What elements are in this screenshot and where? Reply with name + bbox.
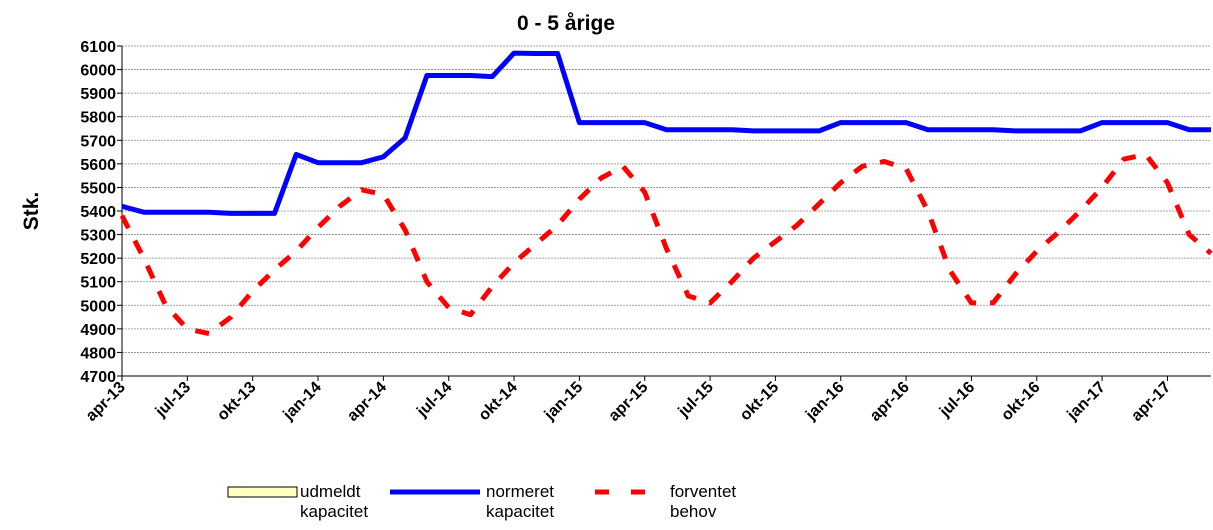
x-tick-label: apr-17: [1128, 379, 1174, 425]
legend-swatch: [227, 486, 298, 498]
chart-title: 0 - 5 årige: [517, 12, 615, 35]
y-tick-label: 5700: [80, 133, 116, 150]
y-tick-label: 4900: [80, 322, 116, 339]
legend-label: udmeldt kapacitet: [300, 482, 369, 521]
y-tick-label: 5400: [80, 204, 116, 221]
legend-label: normeret kapacitet: [486, 482, 555, 521]
x-tick-label: jan-16: [802, 379, 847, 424]
y-tick-label: 5200: [80, 251, 116, 268]
x-tick-label: okt-14: [476, 379, 521, 424]
x-tick-label: jan-14: [279, 379, 324, 424]
y-tick-label: 4800: [80, 345, 116, 362]
y-tick-label: 5000: [80, 298, 116, 315]
x-tick-label: apr-15: [606, 379, 652, 425]
y-tick-label: 5900: [80, 86, 116, 103]
y-axis-label: Stk.: [20, 192, 43, 231]
series-line: [121, 50, 1211, 216]
x-tick-label: okt-13: [214, 379, 259, 424]
y-tick-label: 4700: [80, 369, 116, 386]
x-tick-label: okt-16: [998, 379, 1043, 424]
y-tick-label: 5600: [80, 157, 116, 174]
x-tick-label: apr-14: [344, 379, 390, 425]
x-tick-label: jul-16: [936, 379, 978, 421]
y-tick-label: 5500: [80, 180, 116, 197]
x-tick-label: apr-16: [867, 379, 913, 425]
x-tick-label: jan-15: [541, 379, 586, 424]
x-tick-label: okt-15: [737, 379, 782, 424]
y-tick-label: 6100: [80, 39, 116, 56]
x-tick-label: jul-15: [675, 379, 717, 421]
x-tick-label: jul-14: [413, 379, 455, 421]
plot-area: 4700 4800 4900 5000 5100 5200 5300 5400 5500 5600…: [80, 39, 1213, 425]
y-tick-label: 5100: [80, 275, 116, 292]
y-tick-label: 5300: [80, 228, 116, 245]
y-tick-label: 5800: [80, 110, 116, 127]
series-line: [119, 151, 1213, 337]
y-tick-label: 6000: [80, 63, 116, 80]
x-tick-label: jul-13: [152, 379, 194, 421]
legend-label: forventet behov: [670, 482, 737, 521]
x-tick-label: jan-17: [1063, 379, 1108, 424]
